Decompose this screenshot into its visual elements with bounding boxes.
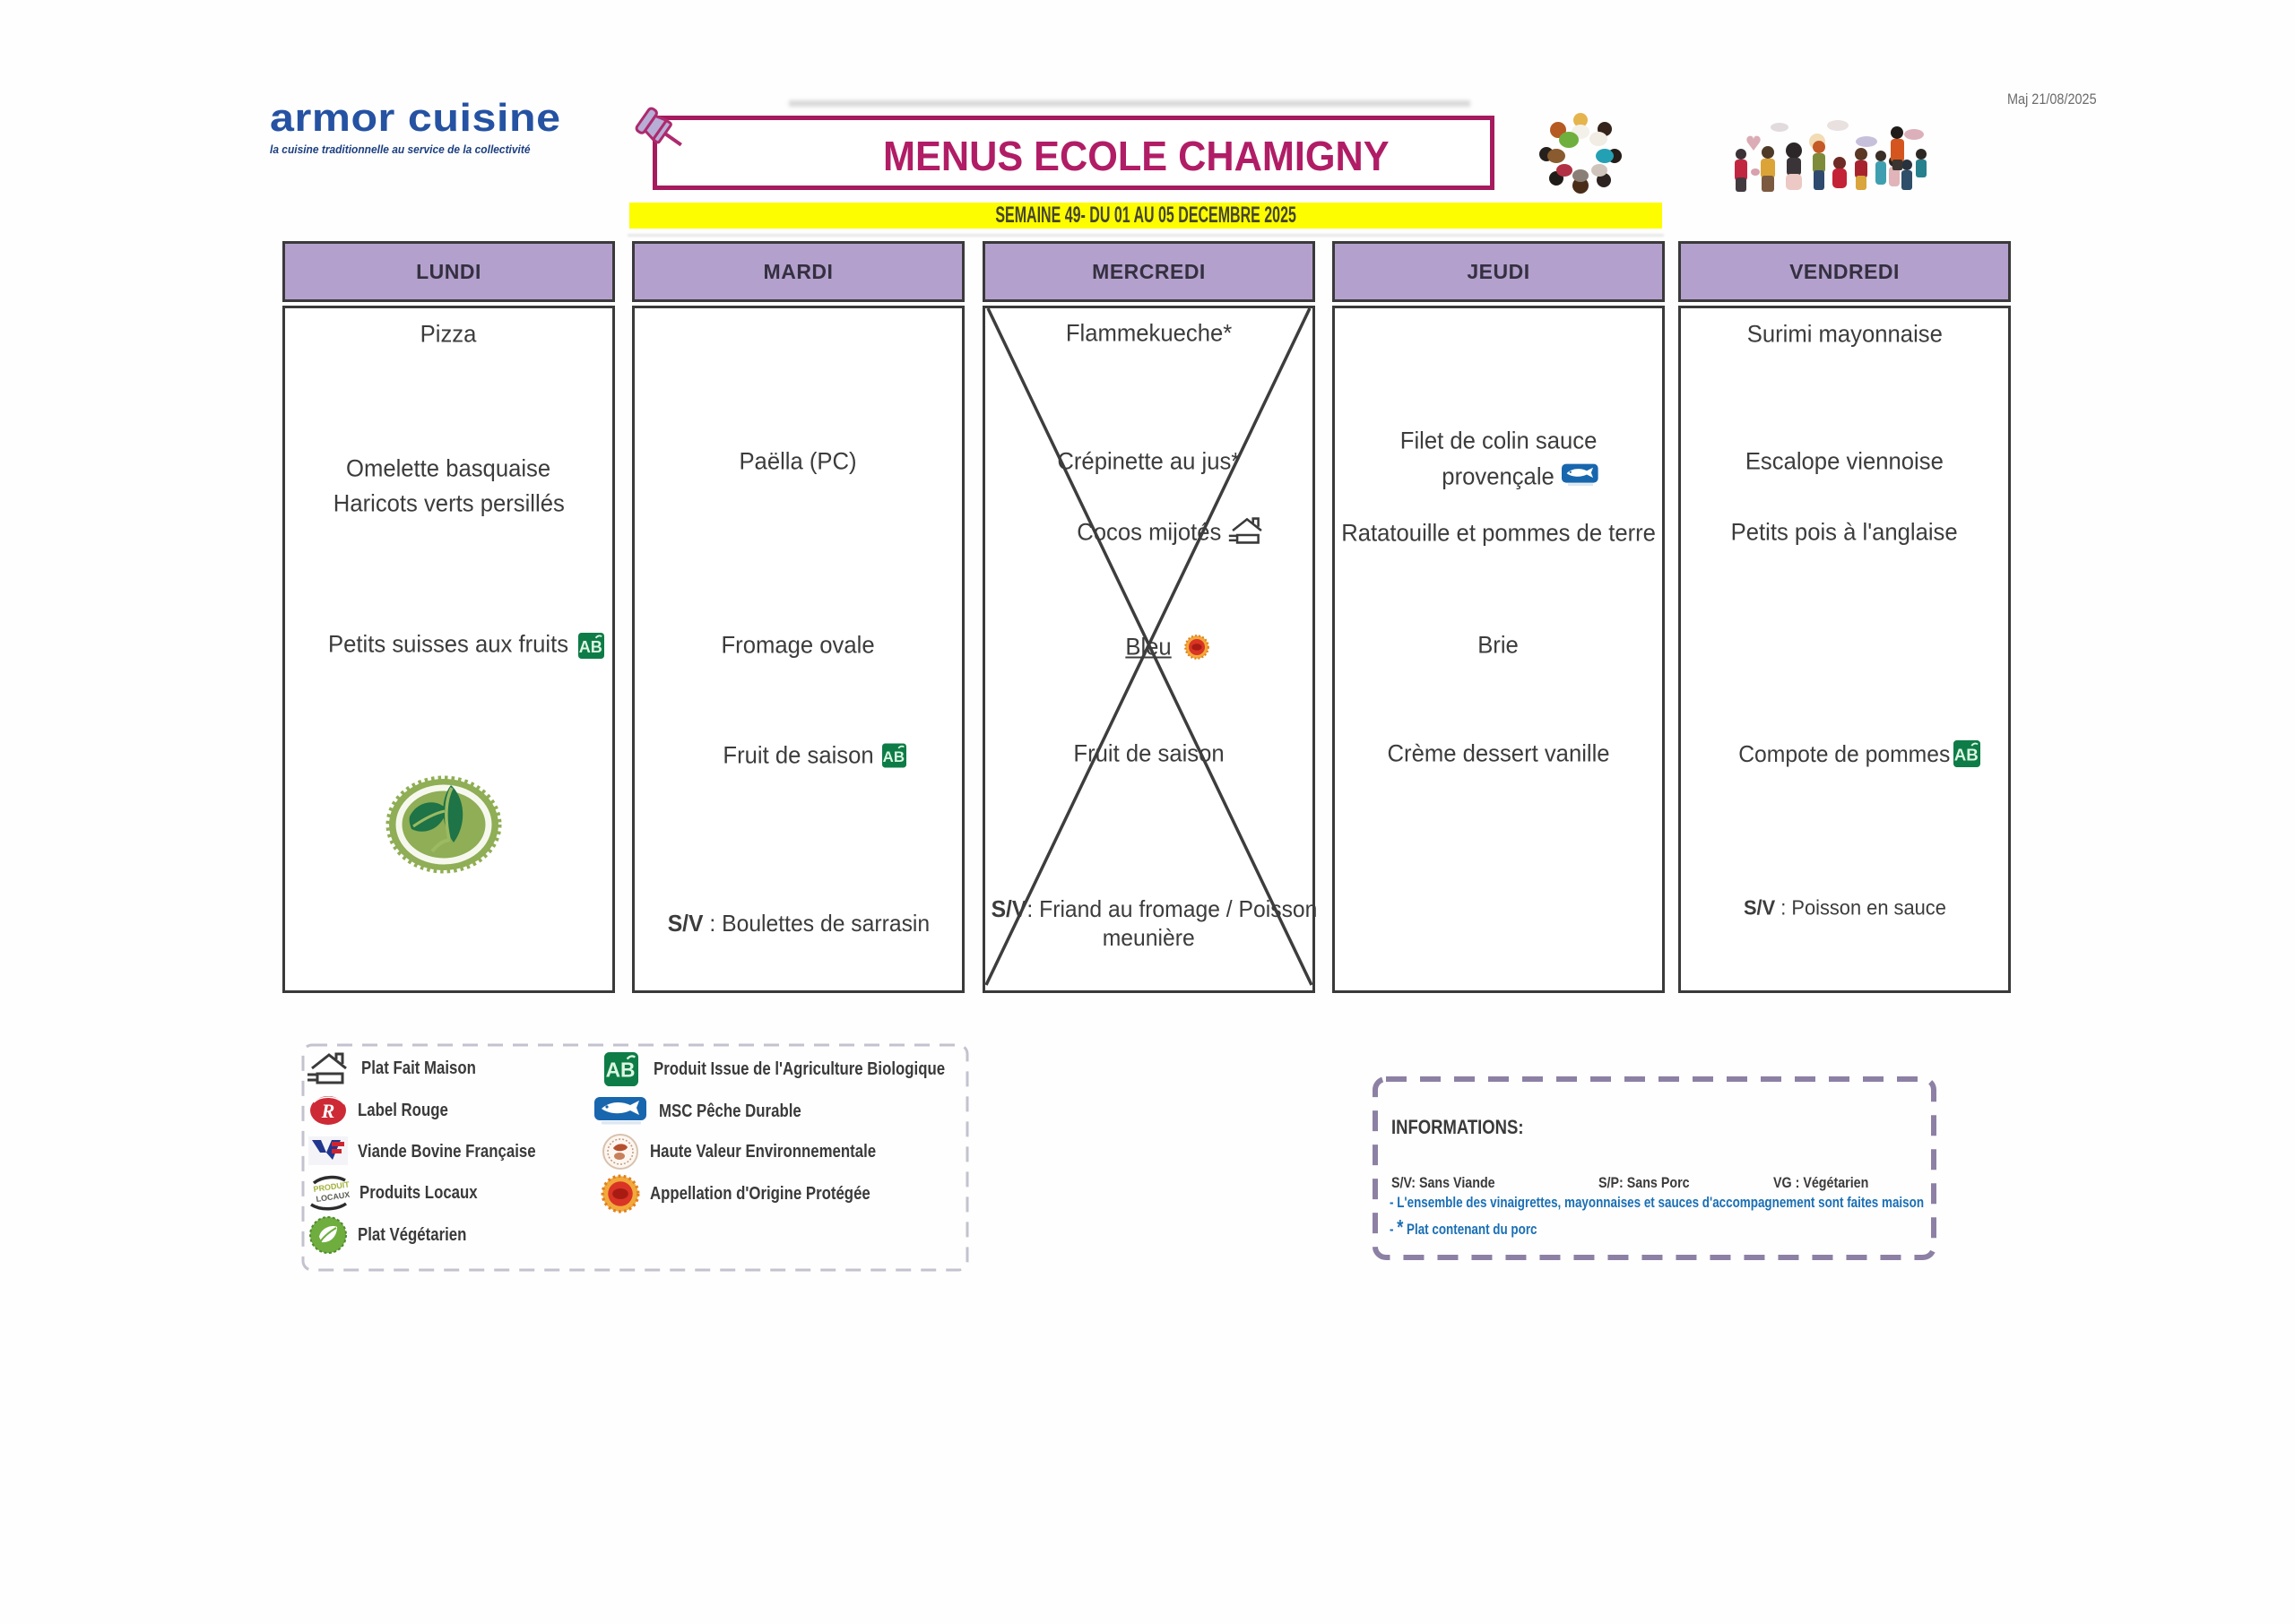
svg-text:AB: AB — [579, 638, 602, 656]
svg-text:AB: AB — [883, 748, 905, 765]
svg-text:AB: AB — [606, 1058, 636, 1082]
svg-text:AB: AB — [1954, 746, 1979, 764]
svg-text:R: R — [321, 1100, 335, 1122]
